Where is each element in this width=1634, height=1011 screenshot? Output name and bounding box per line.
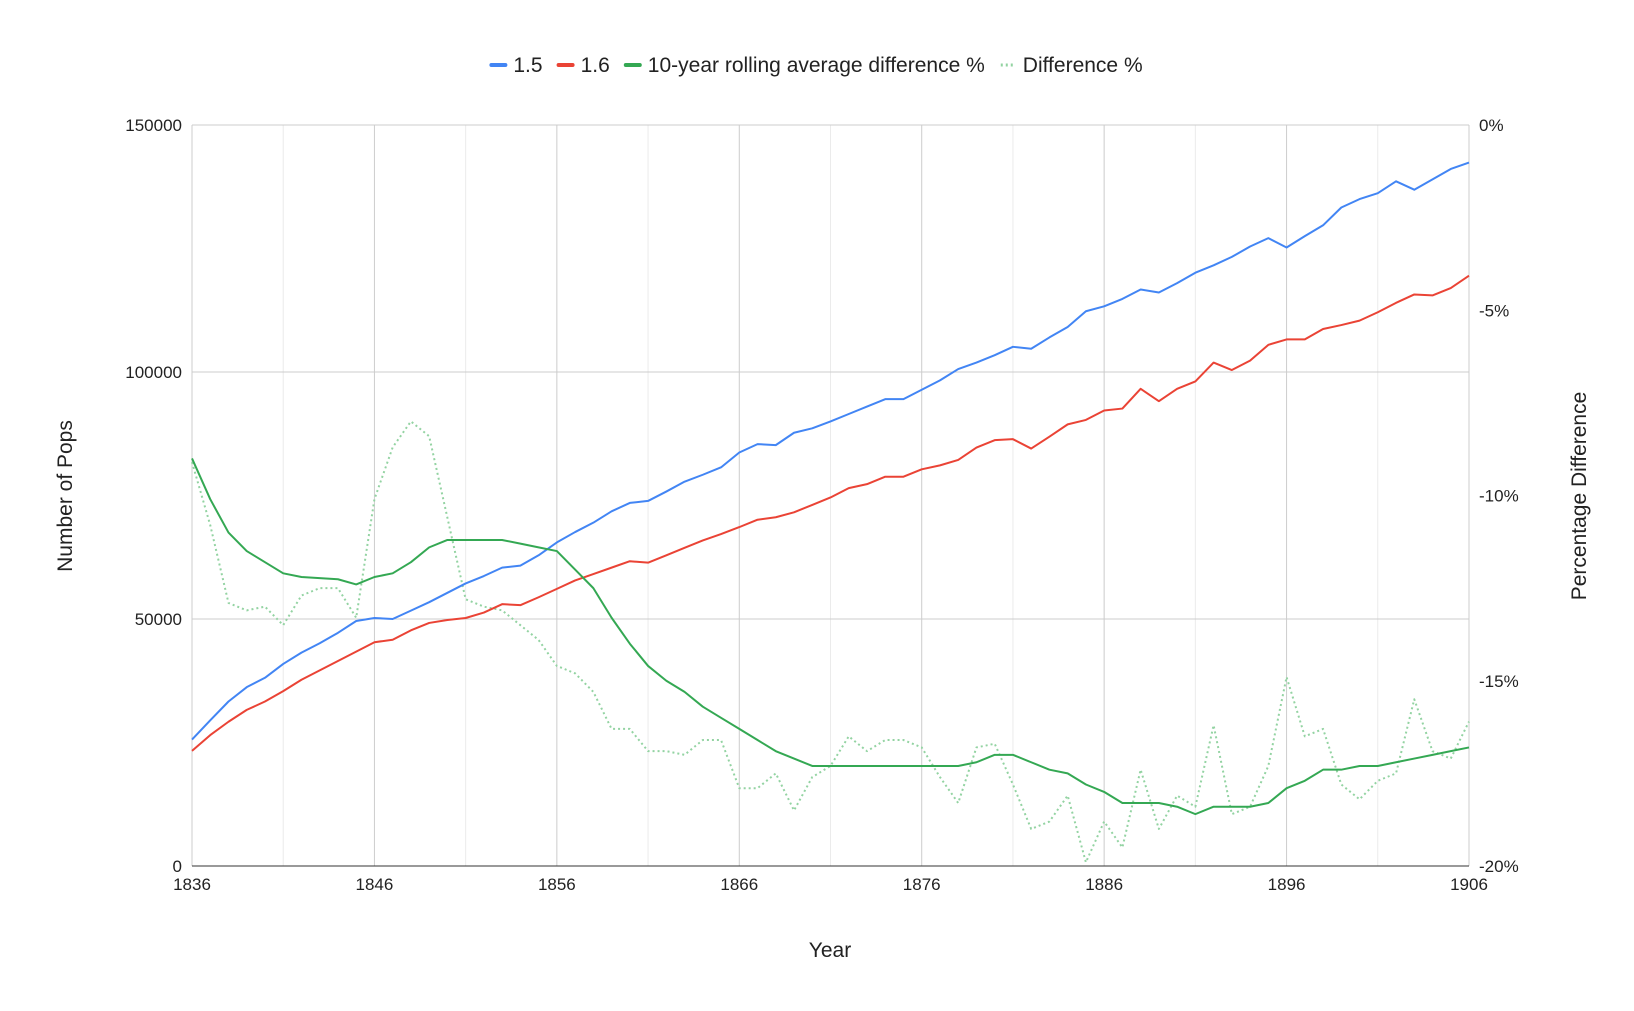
x-axis-title: Year — [809, 939, 851, 962]
y2-tick-label: -20% — [1479, 857, 1519, 876]
legend-label: 1.5 — [513, 54, 542, 77]
series-line — [191, 274, 1470, 752]
y2-tick-label: 0% — [1479, 116, 1504, 135]
legend-item: 1.6 — [556, 54, 610, 77]
x-tick-label: 1906 — [1450, 875, 1488, 894]
x-tick-label: 1856 — [538, 875, 576, 894]
y2-tick-label: -10% — [1479, 487, 1519, 506]
legend: 1.5 1.6 10-year rolling average difference… — [489, 54, 1143, 77]
y2-axis-title: Percentage Difference — [1568, 392, 1591, 601]
series-line — [191, 161, 1470, 741]
x-tick-label: 1836 — [173, 875, 211, 894]
y2-tick-label: -15% — [1479, 672, 1519, 691]
plot-area — [191, 161, 1470, 864]
legend-label: 10-year rolling average difference % — [648, 54, 985, 77]
x-tick-label: 1876 — [903, 875, 941, 894]
y-tick-label: 100000 — [125, 363, 182, 382]
grid: 1836 1846 1856 1866 1876 1886 1896 1906 0 50000 10… — [125, 116, 1518, 894]
x-tick-label: 1866 — [720, 875, 758, 894]
legend-label: Difference % — [1023, 54, 1143, 77]
y-tick-label: 0 — [173, 857, 182, 876]
x-tick-label: 1846 — [356, 875, 394, 894]
x-tick-label: 1896 — [1268, 875, 1306, 894]
y-tick-label: 50000 — [135, 610, 182, 629]
series-line — [191, 458, 1470, 816]
legend-item: Difference % — [1000, 54, 1143, 77]
y-tick-label: 150000 — [125, 116, 182, 135]
x-tick-label: 1886 — [1085, 875, 1123, 894]
y2-tick-label: -5% — [1479, 301, 1509, 320]
legend-item: 10-year rolling average difference % — [623, 54, 985, 77]
legend-item: 1.5 — [489, 54, 543, 77]
legend-label: 1.6 — [581, 54, 610, 77]
y-axis-title: Number of Pops — [54, 420, 77, 572]
